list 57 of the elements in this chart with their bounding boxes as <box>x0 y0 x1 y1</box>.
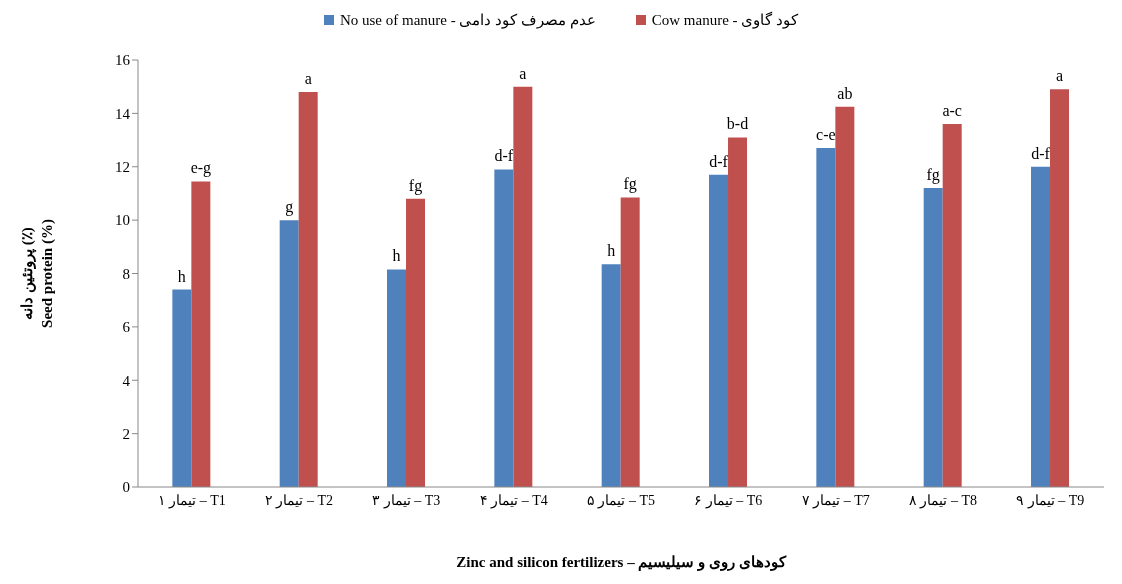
x-tick-label: تیمار ۱ – T1 <box>157 492 226 509</box>
data-label: ab <box>837 84 853 102</box>
y-tick-label: 0 <box>122 479 130 496</box>
data-label: fg <box>623 175 637 194</box>
bar <box>728 137 748 487</box>
data-label: d-f <box>1031 144 1051 162</box>
bar <box>1050 89 1070 487</box>
data-label: g <box>285 198 294 217</box>
bar <box>923 188 943 487</box>
y-tick-label: 14 <box>115 105 131 122</box>
data-label: h <box>392 247 401 265</box>
y-tick-label: 10 <box>115 212 130 229</box>
bar <box>816 148 836 487</box>
bar <box>406 198 426 487</box>
bar <box>835 106 855 487</box>
bar <box>709 174 729 487</box>
data-label: h <box>607 242 616 260</box>
bar <box>620 197 640 487</box>
data-label: e-g <box>190 159 212 178</box>
data-label: a <box>519 64 527 82</box>
bar <box>494 169 514 487</box>
x-tick-label: تیمار ۴ – T4 <box>479 492 548 509</box>
y-tick-label: 16 <box>115 52 131 69</box>
legend-label: Cow manure - کود گاوی <box>651 11 799 29</box>
bar <box>279 220 299 487</box>
bar <box>942 124 962 487</box>
x-tick-label: تیمار ۳ – T3 <box>372 492 441 509</box>
data-label: h <box>177 267 186 285</box>
bar <box>513 86 533 487</box>
x-tick-label: تیمار ۲ – T2 <box>264 492 334 509</box>
y-tick-label: 2 <box>122 425 130 442</box>
bar <box>387 269 407 487</box>
x-tick-label: تیمار ۹ – T9 <box>1016 492 1085 509</box>
x-tick-label: تیمار ۶ – T6 <box>694 492 763 509</box>
data-label: fg <box>926 166 940 185</box>
data-label: a-c <box>942 102 962 120</box>
y-tick-label: 8 <box>122 265 130 282</box>
legend-label: No use of manure - عدم مصرف کود دامی <box>339 11 596 29</box>
data-label: fg <box>408 176 423 195</box>
x-tick-label: تیمار ۷ – T7 <box>801 492 870 509</box>
data-label: b-d <box>726 115 749 133</box>
y-tick-label: 12 <box>115 159 130 176</box>
data-label: a <box>304 70 312 88</box>
bar <box>601 264 621 487</box>
data-label: d-f <box>709 152 729 170</box>
data-label: a <box>1055 67 1064 85</box>
x-axis-title: Zinc and silicon fertilizers – کودهای روی و سیلیسیم <box>456 554 787 571</box>
y-tick-label: 6 <box>122 319 131 336</box>
bar <box>172 289 192 487</box>
bar <box>191 181 211 487</box>
bar <box>298 92 318 487</box>
bar <box>1031 166 1051 487</box>
x-tick-label: تیمار ۸ – T8 <box>908 492 978 509</box>
x-tick-label: تیمار ۵ – T5 <box>586 492 656 509</box>
data-label: c-e <box>816 126 836 144</box>
data-label: d-f <box>494 147 514 165</box>
y-tick-label: 4 <box>122 372 131 389</box>
